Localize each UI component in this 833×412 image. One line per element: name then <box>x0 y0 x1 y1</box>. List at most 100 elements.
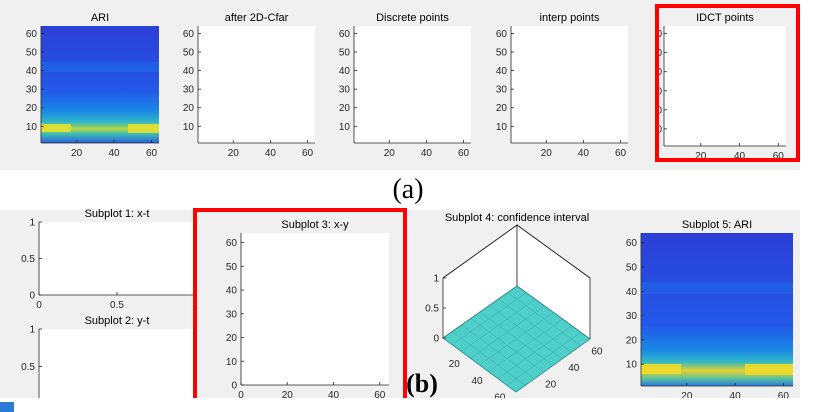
x-tick-label: 60 <box>374 390 386 401</box>
chart-after-2d-cfar <box>198 26 315 143</box>
box-top-edge-left <box>442 224 518 279</box>
x-tick-label: 20 <box>541 148 553 159</box>
x-tick-label: 60 <box>302 148 314 159</box>
surface-grid-line <box>489 305 563 360</box>
subplot3-plot-area <box>241 233 389 385</box>
x-tick-label: 0.5 <box>110 300 124 311</box>
x-tick-label: 60 <box>773 151 785 162</box>
chart-title: Subplot 2: y-t <box>85 315 150 327</box>
x-tick-label: 20 <box>228 148 240 159</box>
chart-subplot-5 <box>641 233 793 386</box>
x-tick-label: 40 <box>328 390 340 401</box>
x-tick-label: 60 <box>615 148 627 159</box>
y-tick-label: 30 <box>496 85 508 96</box>
y-tick-label: 0.5 <box>21 254 35 265</box>
z-tick-label: 0 <box>433 334 439 345</box>
y-tick-label: 10 <box>339 122 351 133</box>
chart-title: interp points <box>540 12 600 24</box>
chart-interp-points <box>511 26 628 143</box>
cfar-plot-area <box>198 26 315 143</box>
y-tick-label: 60 <box>339 29 351 40</box>
x-tick-label: 60 <box>458 148 470 159</box>
x-tick-label: 40 <box>421 148 433 159</box>
axes-subplot-3: Subplot 3: x-y 0 10 20 30 40 50 60 0 20 40 60 <box>226 219 389 401</box>
x-tick-label: 20 <box>449 359 461 370</box>
y-tick-label: 60 <box>183 29 195 40</box>
x-tick-label: 60 <box>146 148 158 159</box>
y-tick-label: 20 <box>545 379 557 390</box>
y-tick-label: 20 <box>183 103 195 114</box>
y-tick-label: 20 <box>339 103 351 114</box>
caption-b: (b) <box>406 369 438 398</box>
x-tick-label: 20 <box>71 148 83 159</box>
chart-subplot-2 <box>39 329 195 404</box>
y-tick-label: 60 <box>26 29 38 40</box>
subplot1-plot-area <box>39 222 195 295</box>
y-tick-label: 0.5 <box>21 362 35 373</box>
caption-a: (a) <box>392 174 423 205</box>
y-tick-label-clipped: 0 <box>656 48 662 59</box>
axes-interp-points: interp points 10 20 30 40 50 60 20 40 60 <box>496 12 628 159</box>
chart-title: ARI <box>91 12 109 24</box>
x-tick-label: 40 <box>265 148 277 159</box>
x-tick-label: 20 <box>681 391 693 402</box>
y-tick-label: 30 <box>26 85 38 96</box>
y-tick-label: 10 <box>496 122 508 133</box>
ari-heatmap <box>41 26 159 143</box>
chart-title: Subplot 3: x-y <box>281 219 349 231</box>
chart-subplot-1 <box>39 222 195 295</box>
x-tick-label: 20 <box>695 151 707 162</box>
axes-after-2d-cfar: after 2D-Cfar 10 20 30 40 50 60 20 40 60 <box>183 12 315 159</box>
discrete-plot-area <box>354 26 471 143</box>
y-tick-label: 40 <box>226 286 238 297</box>
highlight-box-idct <box>655 4 800 162</box>
surface-grid <box>451 292 582 386</box>
x-tick-label: 60 <box>778 391 790 402</box>
axes-subplot-5: Subplot 5: ARI 10 20 30 40 50 60 20 40 60 <box>626 219 793 402</box>
x-tick-label: 40 <box>734 151 746 162</box>
y-tick-label-clipped: 0 <box>656 105 662 116</box>
surface-grid-line <box>497 325 572 379</box>
axes-idct-points: IDCT points 20 40 60 0 0 0 0 0 0 <box>656 12 786 162</box>
x-tick-label: 0 <box>36 300 42 311</box>
y-tick-label-clipped: 0 <box>656 67 662 78</box>
y-tick-label: 10 <box>183 122 195 133</box>
chart-title: Subplot 5: ARI <box>682 219 752 231</box>
ari5-band-hot-left <box>641 364 681 374</box>
y-tick-label: 10 <box>226 357 238 368</box>
y-tick-label: 30 <box>339 85 351 96</box>
ari5-band-mid <box>641 282 793 294</box>
y-tick-label: 40 <box>26 66 38 77</box>
y-tick-label: 40 <box>496 66 508 77</box>
y-tick-label: 30 <box>626 311 638 322</box>
bottom-strip <box>0 398 833 412</box>
chart-title: IDCT points <box>696 12 754 24</box>
idct-plot-area <box>664 26 786 146</box>
y-tick-label: 20 <box>226 333 238 344</box>
z-tick-label: 1 <box>433 274 439 285</box>
ari5-band-hot-right <box>745 364 793 375</box>
chart-ari <box>41 26 159 143</box>
x-tick-label: 40 <box>108 148 120 159</box>
y-tick-label: 20 <box>496 103 508 114</box>
axes-discrete-points: Discrete points 10 20 30 40 50 60 20 40 60 <box>339 12 471 159</box>
chart-title: Subplot 4: confidence interval <box>445 212 589 224</box>
y-tick-label: 50 <box>226 262 238 273</box>
chart-discrete-points <box>354 26 471 143</box>
y-tick-label: 20 <box>626 335 638 346</box>
y-tick-label: 10 <box>26 122 38 133</box>
box-top-edge-right <box>516 224 591 279</box>
y-tick-label: 50 <box>496 48 508 59</box>
y-tick-label: 0 <box>231 381 237 392</box>
ari-band-mid <box>41 62 159 72</box>
surface-grid-line <box>498 298 572 353</box>
y-tick-label-clipped: 0 <box>656 124 662 135</box>
surface-grid-line <box>488 318 563 372</box>
surface-grid-line <box>506 332 582 386</box>
x-tick-label: 20 <box>384 148 396 159</box>
chart-subplot-3 <box>241 233 389 385</box>
chart-title: Discrete points <box>376 12 449 24</box>
y-tick-label: 40 <box>339 66 351 77</box>
y-tick-label: 30 <box>183 85 195 96</box>
